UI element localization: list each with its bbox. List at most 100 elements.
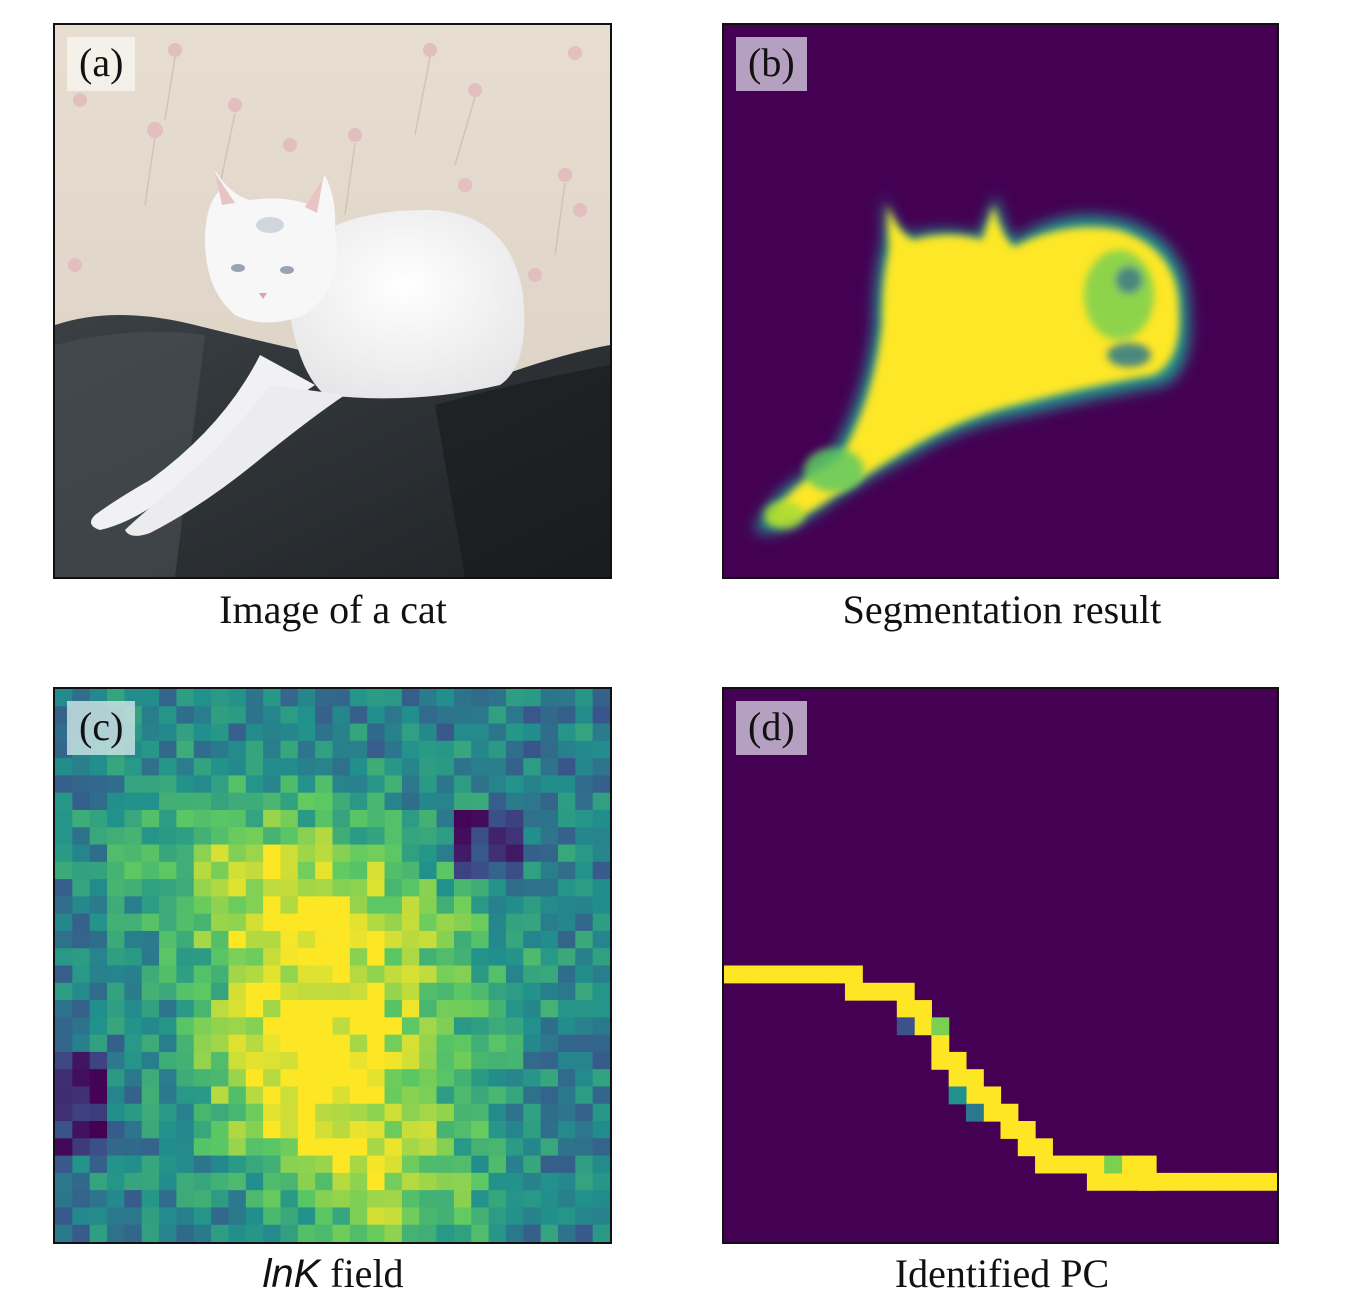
heatmap-cell [575,879,594,897]
pc-cell [1242,1172,1261,1191]
heatmap-cell [176,1224,195,1242]
heatmap-cell [141,861,160,880]
heatmap-cell [297,1069,316,1088]
heatmap-cell [453,844,472,863]
heatmap-cell [523,844,542,863]
heatmap-cell [505,948,524,967]
heatmap-cell [471,740,490,759]
heatmap-cell [505,775,524,794]
heatmap-cell [575,723,594,742]
heatmap-cell [107,1190,125,1209]
heatmap-cell [453,1190,472,1209]
heatmap-cell [263,982,282,1001]
heatmap-cell [540,723,559,742]
pc-cell [1086,1172,1105,1191]
heatmap-cell [332,1207,351,1226]
heatmap-cell [332,775,351,794]
heatmap-cell [89,1034,108,1053]
heatmap-cell [280,861,299,880]
heatmap-cell [55,1051,73,1070]
heatmap-cell [436,879,455,897]
heatmap-cell [315,1224,334,1242]
heatmap-cell [107,827,125,846]
heatmap-cell [245,948,264,967]
heatmap-cell [349,982,368,1001]
heatmap-cell [297,1086,316,1105]
caption-italic: lnK [262,1252,321,1296]
heatmap-cell [592,930,610,949]
heatmap-cell [592,948,610,967]
heatmap-cell [315,740,334,759]
heatmap-cell [228,1051,247,1070]
heatmap-cell [89,1051,108,1070]
heatmap-cell [575,1207,594,1226]
heatmap-cell [297,1138,316,1157]
heatmap-cell [557,792,576,811]
heatmap-cell [419,1224,438,1242]
heatmap-cell [401,844,420,863]
heatmap-cell [176,1138,195,1157]
heatmap-cell [505,1034,524,1053]
heatmap-cell [72,1121,91,1139]
heatmap-cell [349,896,368,915]
heatmap-cell [124,948,143,967]
heatmap-cell [332,1051,351,1070]
pc-cell [724,965,742,984]
heatmap-cell [55,930,73,949]
heatmap-cell [471,1034,490,1053]
heatmap-cell [540,809,559,828]
heatmap-cell [592,982,610,1001]
lnk-heatmap-icon [55,689,610,1242]
heatmap-cell [384,844,403,863]
heatmap-cell [211,879,230,897]
heatmap-cell [72,1069,91,1088]
heatmap-cell [523,948,542,967]
heatmap-cell [367,1069,386,1088]
heatmap-cell [557,758,576,777]
heatmap-cell [315,1086,334,1105]
heatmap-cell [124,930,143,949]
heatmap-cell [124,1034,143,1053]
heatmap-cell [471,913,490,932]
heatmap-cell [453,689,472,707]
heatmap-cell [419,706,438,725]
heatmap-cell [332,689,351,707]
heatmap-cell [557,827,576,846]
heatmap-cell [315,1034,334,1053]
heatmap-cell [176,1190,195,1209]
heatmap-cell [280,1069,299,1088]
heatmap-cell [367,689,386,707]
pc-cell [1259,1172,1277,1191]
heatmap-cell [55,1172,73,1191]
heatmap-cell [297,689,316,707]
heatmap-cell [297,1190,316,1209]
heatmap-cell [523,689,542,707]
heatmap-cell [419,896,438,915]
caption: Segmentation result [842,587,1162,632]
heatmap-cell [419,723,438,742]
heatmap-cell [89,1121,108,1139]
heatmap-cell [505,706,524,725]
heatmap-cell [332,1086,351,1105]
heatmap-cell [315,1155,334,1174]
heatmap-cell [176,896,195,915]
heatmap-cell [575,844,594,863]
heatmap-cell [436,844,455,863]
heatmap-cell [349,723,368,742]
heatmap-cell [367,1155,386,1174]
heatmap-cell [557,809,576,828]
heatmap-cell [332,1034,351,1053]
heatmap-cell [367,1000,386,1018]
heatmap-cell [89,982,108,1001]
heatmap-cell [124,965,143,984]
heatmap-cell [228,913,247,932]
heatmap-cell [384,948,403,967]
heatmap-cell [141,879,160,897]
heatmap-cell [540,913,559,932]
heatmap-cell [124,809,143,828]
heatmap-cell [488,930,507,949]
heatmap-cell [384,758,403,777]
pc-cell [948,1086,967,1105]
heatmap-cell [280,723,299,742]
heatmap-cell [419,982,438,1001]
